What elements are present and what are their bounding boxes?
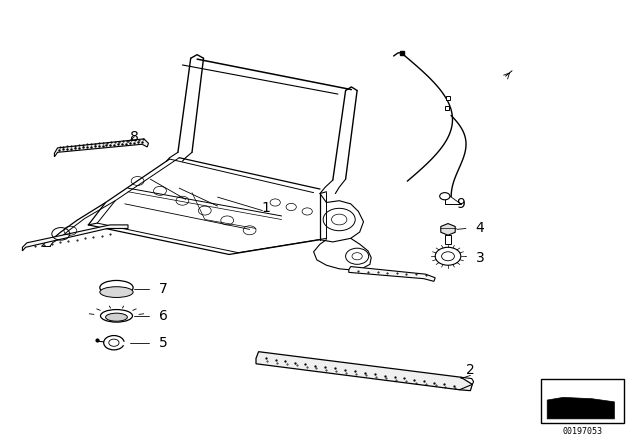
Ellipse shape [106, 313, 127, 321]
Circle shape [435, 247, 461, 265]
Text: 7: 7 [159, 282, 168, 296]
Circle shape [104, 336, 124, 350]
Text: 00197053: 00197053 [563, 427, 602, 436]
Circle shape [440, 193, 450, 200]
Polygon shape [441, 224, 455, 235]
Ellipse shape [100, 287, 133, 297]
Ellipse shape [100, 310, 132, 322]
Text: 9: 9 [456, 197, 465, 211]
Polygon shape [547, 397, 614, 419]
Text: 3: 3 [476, 250, 484, 265]
Circle shape [442, 252, 454, 261]
Text: 4: 4 [476, 221, 484, 236]
Polygon shape [256, 352, 472, 391]
Text: 5: 5 [159, 336, 168, 350]
Circle shape [109, 339, 119, 346]
Polygon shape [22, 225, 128, 251]
Polygon shape [54, 139, 148, 157]
Text: 1: 1 [261, 201, 270, 215]
Bar [541, 379, 624, 423]
Text: 6: 6 [159, 309, 168, 323]
Polygon shape [349, 267, 435, 281]
Ellipse shape [100, 280, 133, 295]
Text: 2: 2 [466, 362, 475, 377]
Text: 8: 8 [130, 129, 139, 144]
